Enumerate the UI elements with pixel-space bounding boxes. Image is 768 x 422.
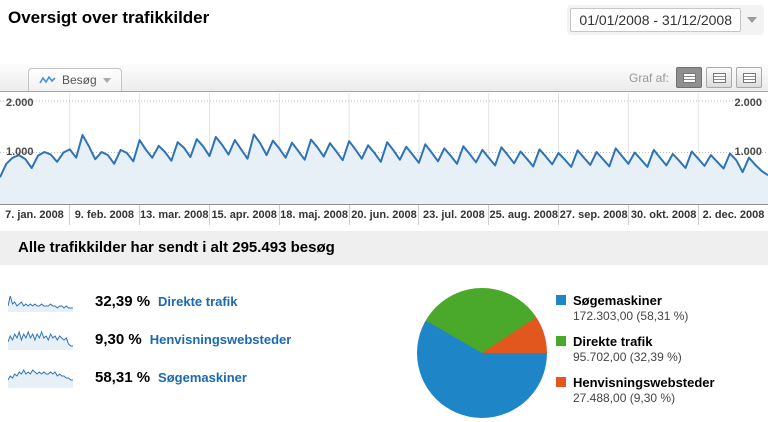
- x-axis-label: 18. maj. 2008: [278, 205, 349, 225]
- traffic-source-row: 58,31 % Søgemaskiner: [8, 364, 247, 390]
- y-axis-tick-2000: 2.000: [734, 97, 762, 109]
- sparkline-chart: [8, 330, 73, 350]
- traffic-source-percentage: 32,39 %: [95, 292, 151, 310]
- traffic-source-link[interactable]: Henvisningswebsteder: [149, 331, 292, 347]
- x-axis-label: 15. apr. 2008: [208, 205, 279, 225]
- traffic-source-percentage: 9,30 %: [95, 330, 142, 348]
- traffic-sources-pie-chart: [417, 288, 547, 418]
- graph-view-button-3[interactable]: [736, 67, 762, 88]
- summary-header: Alle trafikkilder har sendt i alt 295.49…: [0, 231, 768, 265]
- traffic-source-link[interactable]: Søgemaskiner: [158, 369, 247, 385]
- graph-view-switcher: Graf af:: [629, 67, 762, 88]
- chevron-down-icon[interactable]: [102, 77, 111, 83]
- y-axis-tick-2000: 2.000: [6, 97, 34, 109]
- legend-name: Henvisningswebsteder: [573, 375, 715, 390]
- x-axis-label: 9. feb. 2008: [68, 205, 139, 225]
- legend-entry: Direkte trafik 95.702,00 (32,39 %): [556, 334, 715, 365]
- x-axis-label: 13. mar. 2008: [138, 205, 209, 225]
- x-axis-label: 27. sep. 2008: [558, 205, 628, 225]
- graph-view-button-1[interactable]: [676, 67, 702, 88]
- traffic-source-row: 32,39 % Direkte trafik: [8, 288, 238, 314]
- page-title: Oversigt over trafikkilder: [8, 8, 210, 27]
- visits-line-chart: 2.000 1.000 2.000 1.000: [0, 93, 768, 204]
- line-chart-svg: [0, 93, 768, 204]
- x-axis: 7. jan. 2008 9. feb. 2008 13. mar. 2008 15.…: [0, 204, 768, 225]
- chart-layout-icon: [742, 72, 756, 83]
- legend-name: Direkte trafik: [573, 334, 653, 349]
- date-range-selector[interactable]: 01/01/2008 - 31/12/2008: [567, 5, 764, 35]
- sparkline-chart: [8, 368, 73, 388]
- date-range-value[interactable]: 01/01/2008 - 31/12/2008: [570, 8, 741, 32]
- y-axis-tick-1000: 1.000: [6, 146, 34, 158]
- legend-entry: Henvisningswebsteder 27.488,00 (9,30 %): [556, 375, 715, 406]
- legend-value: 95.702,00 (32,39 %): [573, 350, 682, 364]
- sparkline-chart: [8, 295, 73, 312]
- x-axis-label: 25. aug. 2008: [488, 205, 558, 225]
- sparkline-icon: [39, 75, 56, 83]
- x-axis-label: 2. dec. 2008: [698, 205, 768, 225]
- legend-entry: Søgemaskiner 172.303,00 (58,31 %): [556, 293, 715, 324]
- metric-tab-label: Besøg: [62, 73, 97, 87]
- graph-of-label: Graf af:: [628, 70, 669, 85]
- traffic-source-link[interactable]: Direkte trafik: [158, 293, 238, 309]
- chart-layout-icon: [712, 72, 726, 83]
- pie-legend: Søgemaskiner 172.303,00 (58,31 %) Direkte …: [556, 293, 715, 416]
- x-axis-label: 23. jul. 2008: [418, 205, 488, 225]
- x-axis-label: 7. jan. 2008: [5, 209, 64, 221]
- metric-tab-besog[interactable]: Besøg: [28, 68, 122, 91]
- graph-view-button-2[interactable]: [706, 67, 732, 88]
- x-axis-label: 20. jun. 2008: [348, 205, 419, 225]
- legend-swatch-icon: [556, 295, 566, 305]
- chart-layout-icon: [682, 72, 696, 83]
- x-axis-label: 30. okt. 2008: [628, 205, 698, 225]
- y-axis-tick-1000: 1.000: [734, 146, 762, 158]
- traffic-source-row: 9,30 % Henvisningswebsteder: [8, 326, 291, 352]
- chart-toolbar: Besøg Graf af:: [0, 64, 768, 92]
- legend-name: Søgemaskiner: [573, 293, 662, 308]
- traffic-source-percentage: 58,31 %: [95, 368, 151, 386]
- legend-value: 27.488,00 (9,30 %): [573, 391, 676, 405]
- chevron-down-icon[interactable]: [747, 17, 757, 23]
- legend-value: 172.303,00 (58,31 %): [573, 309, 689, 323]
- legend-swatch-icon: [556, 377, 566, 387]
- legend-swatch-icon: [556, 336, 566, 346]
